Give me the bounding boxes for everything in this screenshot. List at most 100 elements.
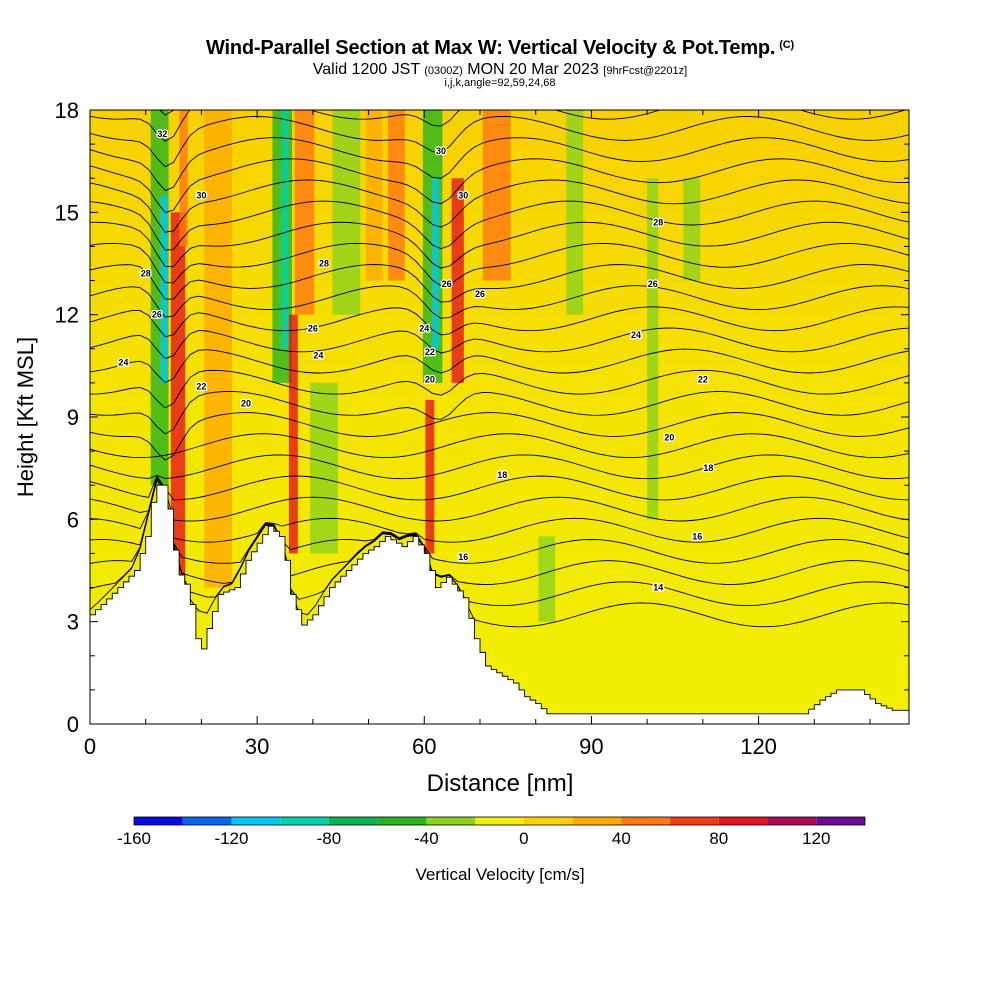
isentrope-line bbox=[90, 158, 909, 214]
isentrope-line bbox=[90, 348, 909, 384]
colorbar-swatch bbox=[182, 817, 232, 825]
y-tick-label: 3 bbox=[67, 610, 79, 635]
colorbar-tick-label: -80 bbox=[317, 829, 342, 848]
contour-label: 32 bbox=[157, 129, 167, 139]
contour-label: 22 bbox=[425, 347, 435, 357]
colorbar-tick-label: 80 bbox=[709, 829, 728, 848]
contour-label: 24 bbox=[313, 351, 323, 361]
isentrope-line bbox=[90, 242, 909, 287]
y-tick-label: 12 bbox=[55, 303, 79, 328]
colorbar-tick-label: 120 bbox=[802, 829, 830, 848]
contour-label: 24 bbox=[419, 323, 429, 333]
contour-label: 16 bbox=[458, 552, 468, 562]
isentrope-line bbox=[90, 478, 909, 607]
colorbar-swatch bbox=[426, 817, 476, 825]
isentrope-line bbox=[90, 116, 909, 168]
isentrope-line bbox=[90, 200, 909, 251]
terrain-mask bbox=[90, 484, 909, 724]
contour-label: 30 bbox=[196, 190, 206, 200]
isentrope-line bbox=[90, 477, 909, 564]
colorbar-frame bbox=[133, 816, 866, 826]
velocity-shading bbox=[204, 110, 233, 588]
contour-label: 30 bbox=[436, 146, 446, 156]
y-tick-label: 18 bbox=[55, 98, 79, 123]
isentrope-line bbox=[90, 369, 909, 409]
velocity-shading bbox=[566, 110, 584, 315]
velocity-shading bbox=[388, 110, 405, 281]
y-tick-label: 9 bbox=[67, 405, 79, 430]
x-tick-label: 120 bbox=[740, 734, 777, 759]
isentrope-line bbox=[90, 475, 909, 501]
isentrope-line bbox=[90, 390, 909, 435]
x-tick-label: 30 bbox=[245, 734, 269, 759]
isentrope-line bbox=[90, 412, 909, 461]
y-tick-label: 0 bbox=[67, 712, 79, 737]
velocity-shading bbox=[294, 110, 315, 315]
isentrope-line bbox=[90, 285, 909, 319]
isentrope-line bbox=[90, 477, 909, 585]
colorbar-swatch bbox=[475, 817, 524, 825]
colorbar-swatch bbox=[523, 817, 573, 825]
velocity-shading bbox=[160, 195, 168, 383]
x-tick-label: 60 bbox=[412, 734, 436, 759]
colorbar-tick-label: -160 bbox=[117, 829, 151, 848]
velocity-shading bbox=[538, 536, 556, 622]
velocity-shading bbox=[332, 110, 361, 315]
colorbar-tick-label: 40 bbox=[612, 829, 631, 848]
contour-label: 26 bbox=[475, 289, 485, 299]
contour-label: 22 bbox=[698, 374, 708, 384]
velocity-shading bbox=[647, 178, 659, 520]
velocity-shading bbox=[310, 382, 338, 554]
chart-title: Wind-Parallel Section at Max W: Vertical… bbox=[206, 37, 794, 59]
contour-label: 30 bbox=[458, 190, 468, 200]
isentrope-line bbox=[90, 479, 909, 628]
contour-label: 26 bbox=[442, 279, 452, 289]
chart-subtitle: Valid 1200 JST (0300Z) MON 20 Mar 2023 [… bbox=[312, 61, 688, 78]
y-tick-label: 6 bbox=[67, 507, 79, 532]
isentrope-line bbox=[90, 306, 909, 338]
contour-label: 28 bbox=[141, 269, 151, 279]
colorbar-swatch bbox=[572, 817, 622, 825]
velocity-shading bbox=[288, 314, 298, 554]
isentrope-line bbox=[90, 221, 909, 269]
colorbar-swatch bbox=[280, 817, 329, 825]
contour-label: 20 bbox=[241, 398, 251, 408]
x-tick-label: 90 bbox=[579, 734, 603, 759]
x-axis-label: Distance [nm] bbox=[427, 770, 574, 797]
isentrope-line bbox=[90, 475, 909, 522]
colorbar-swatch bbox=[718, 817, 768, 825]
velocity-shading bbox=[482, 110, 511, 281]
colorbar-tick-label: -40 bbox=[414, 829, 439, 848]
grid-indices: i,j,k,angle=92,59,24,68 bbox=[444, 77, 556, 89]
velocity-shading bbox=[365, 110, 383, 281]
colorbar-tick-label: 0 bbox=[519, 829, 528, 848]
y-tick-label: 15 bbox=[55, 200, 79, 225]
colorbar-swatch bbox=[621, 817, 671, 825]
colorbar-tick-label: -120 bbox=[214, 829, 248, 848]
isentrope-line bbox=[90, 137, 909, 192]
copyright-mark: (C) bbox=[779, 39, 794, 51]
isentrope-line bbox=[90, 179, 909, 233]
colorbar-swatch bbox=[670, 817, 719, 825]
contour-label: 14 bbox=[653, 583, 663, 593]
velocity-shading bbox=[451, 178, 464, 383]
x-tick-label: 0 bbox=[84, 734, 96, 759]
velocity-shading bbox=[425, 399, 435, 554]
isentrope-line bbox=[90, 454, 909, 480]
colorbar-swatch bbox=[134, 817, 183, 825]
contour-label: 24 bbox=[118, 357, 128, 367]
colorbar-swatch bbox=[377, 817, 427, 825]
isentrope-line bbox=[90, 264, 909, 303]
contour-label: 18 bbox=[497, 470, 507, 480]
colorbar-label: Vertical Velocity [cm/s] bbox=[415, 865, 584, 884]
velocity-shading bbox=[431, 178, 440, 349]
isentrope-line bbox=[90, 476, 909, 543]
colorbar-swatch bbox=[328, 817, 378, 825]
contour-label: 28 bbox=[319, 259, 329, 269]
isentrope-line bbox=[90, 433, 909, 459]
y-axis-label: Height [Kft MSL] bbox=[13, 337, 38, 497]
isentrope-line bbox=[90, 327, 909, 360]
isentrope-line bbox=[159, 110, 175, 116]
contour-label: 16 bbox=[692, 531, 702, 541]
